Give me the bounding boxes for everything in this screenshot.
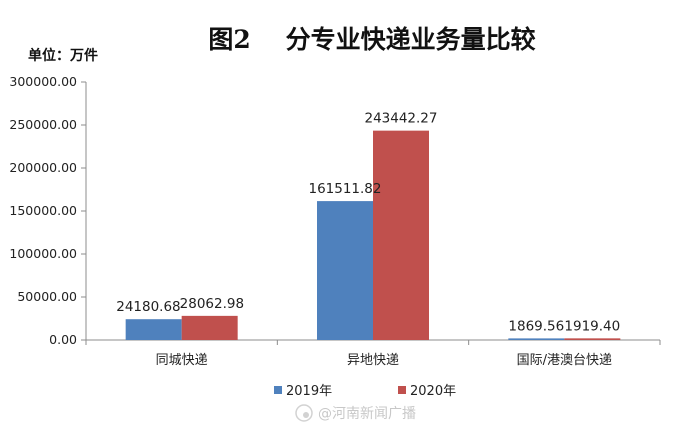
legend-swatch — [398, 386, 406, 394]
data-label: 24180.68 — [116, 299, 180, 315]
data-labels: 24180.68 161511.82 1869.56 28062.98 243442.2… — [116, 111, 620, 335]
bar-series1 — [508, 338, 565, 340]
data-label: 1869.56 — [508, 318, 564, 334]
bar-series2 — [564, 338, 621, 340]
unit-label: 单位：万件 — [28, 47, 98, 64]
y-tick-label: 200000.00 — [9, 160, 77, 175]
x-category-label: 国际/港澳台快递 — [517, 352, 612, 368]
weibo-watermark-icon-dot — [303, 412, 309, 418]
legend: 2019年 2020年 — [274, 384, 456, 399]
y-tick-label: 0.00 — [49, 332, 77, 347]
weibo-watermark-icon-ring — [295, 404, 313, 422]
x-axis: 同城快递 异地快递 国际/港澳台快递 — [85, 339, 661, 368]
data-label: 161511.82 — [308, 181, 381, 197]
y-axis: 0.00 50000.00 100000.00 150000.00 200000.00 2… — [9, 74, 87, 347]
bar-series2 — [181, 315, 238, 340]
legend-label: 2019年 — [286, 384, 332, 399]
weibo-watermark-icon — [295, 404, 313, 422]
x-category-label: 异地快递 — [347, 353, 399, 368]
data-label: 28062.98 — [180, 296, 244, 312]
y-tick-label: 150000.00 — [9, 203, 77, 218]
legend-label: 2020年 — [410, 384, 456, 399]
legend-swatch — [274, 386, 282, 394]
data-label: 243442.27 — [364, 111, 437, 127]
chart-title: 图2 分专业快递业务量比较 — [208, 25, 535, 54]
y-tick-label: 300000.00 — [9, 74, 77, 89]
watermark: @河南新闻广播 — [318, 406, 416, 422]
y-tick-label: 250000.00 — [9, 117, 77, 132]
bar-series2 — [373, 130, 429, 340]
bar-series1 — [317, 201, 373, 340]
y-tick-label: 50000.00 — [17, 289, 77, 304]
x-category-label: 同城快递 — [156, 353, 208, 368]
y-tick-label: 100000.00 — [9, 246, 77, 261]
bars — [125, 130, 621, 340]
bar-series1 — [125, 319, 182, 340]
data-label: 1919.40 — [564, 318, 620, 334]
